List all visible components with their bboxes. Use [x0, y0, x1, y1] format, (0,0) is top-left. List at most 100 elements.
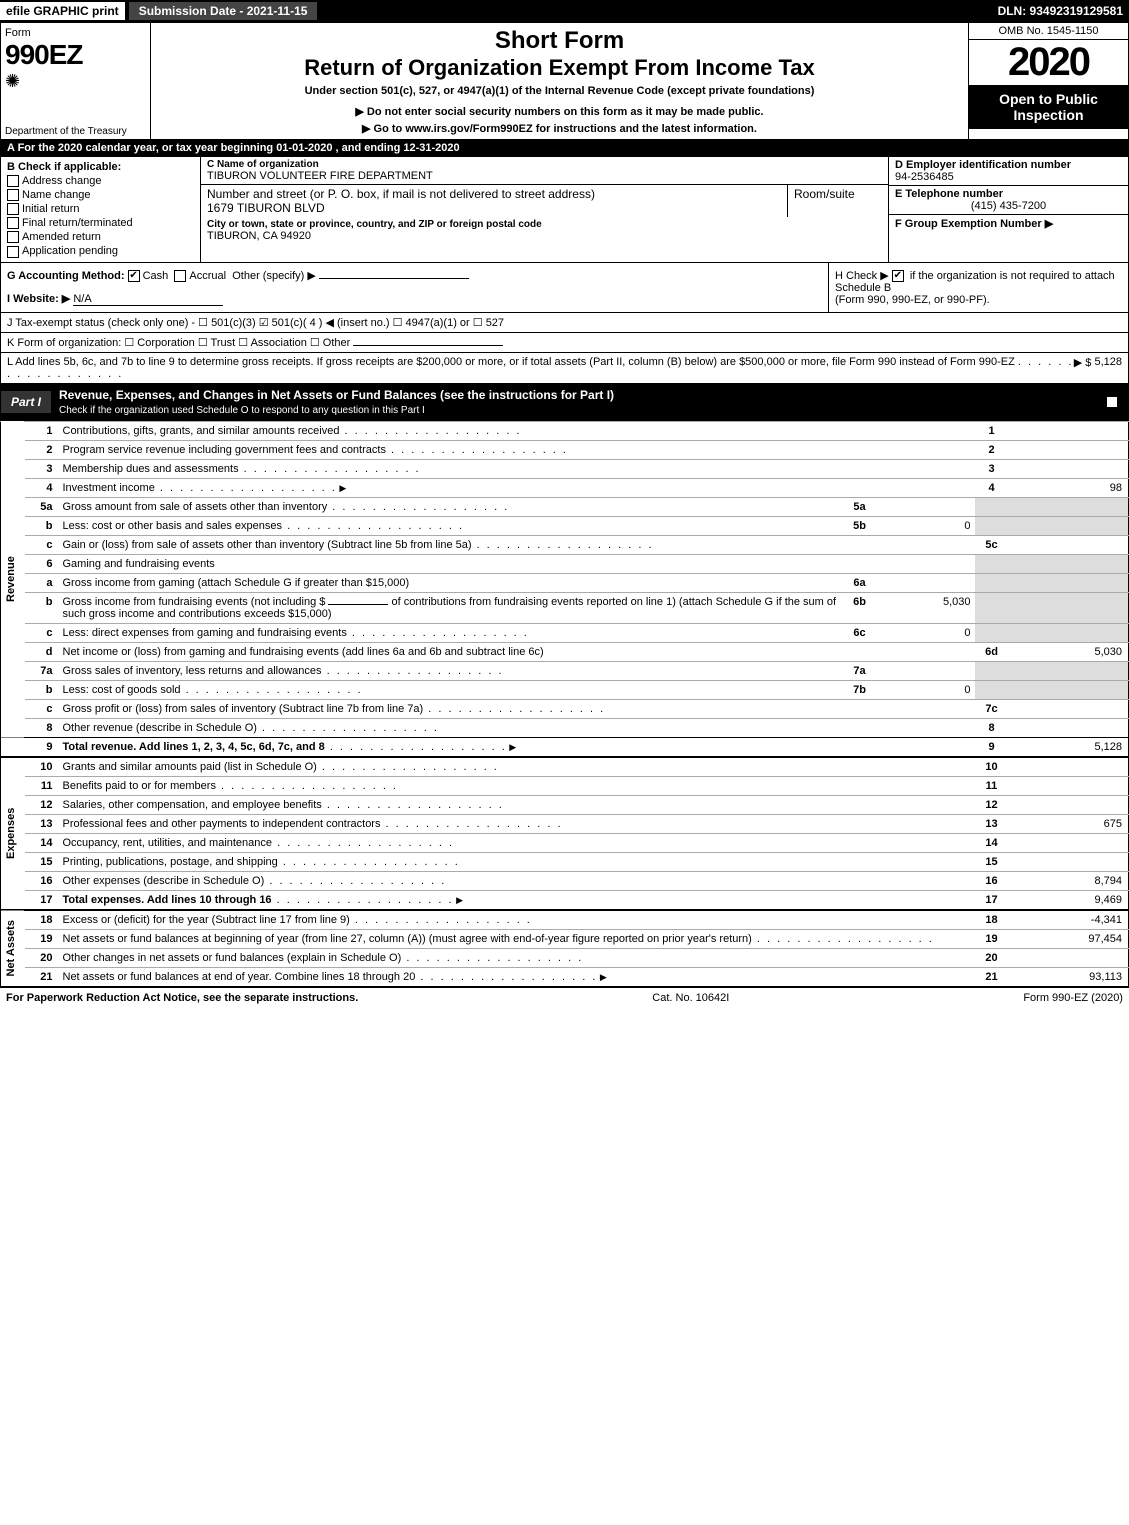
rt-val: 5,030: [1009, 642, 1129, 661]
line-desc: Other revenue (describe in Schedule O): [63, 722, 257, 734]
line-7b: b Less: cost of goods sold 7b 0: [1, 680, 1129, 699]
part1-tag: Part I: [1, 391, 51, 413]
line-19: 19 Net assets or fund balances at beginn…: [1, 929, 1129, 948]
line-20: 20 Other changes in net assets or fund b…: [1, 948, 1129, 967]
rt-val: [1009, 757, 1129, 777]
line-5a: 5a Gross amount from sale of assets othe…: [1, 497, 1129, 516]
i-label: I Website: ▶: [7, 293, 70, 305]
rt-num: 2: [975, 440, 1009, 459]
b-header: B Check if applicable:: [7, 161, 194, 173]
e-value: (415) 435-7200: [895, 200, 1122, 212]
part1-check-text: Check if the organization used Schedule …: [59, 405, 425, 416]
cb-application-pending[interactable]: Application pending: [7, 245, 194, 257]
form-number: 990EZ: [5, 39, 146, 71]
line-7c: c Gross profit or (loss) from sales of i…: [1, 699, 1129, 718]
line-desc: Investment income: [63, 482, 155, 494]
line-num: 9: [25, 737, 59, 757]
footer-left: For Paperwork Reduction Act Notice, see …: [6, 992, 358, 1004]
line-num: 13: [25, 814, 59, 833]
line-desc: Net income or (loss) from gaming and fun…: [63, 646, 544, 658]
line-6c: c Less: direct expenses from gaming and …: [1, 623, 1129, 642]
treasury-seal-icon: ✺: [5, 71, 146, 92]
cb-initial-return[interactable]: Initial return: [7, 203, 194, 215]
line-2: 2 Program service revenue including gove…: [1, 440, 1129, 459]
line-desc: Gain or (loss) from sale of assets other…: [63, 539, 472, 551]
line-num: 17: [25, 890, 59, 910]
cb-amended-return[interactable]: Amended return: [7, 231, 194, 243]
rt-val: [1009, 776, 1129, 795]
cb-address-change[interactable]: Address change: [7, 175, 194, 187]
line-9: 9 Total revenue. Add lines 1, 2, 3, 4, 5…: [1, 737, 1129, 757]
line-8: 8 Other revenue (describe in Schedule O)…: [1, 718, 1129, 737]
cb-cash[interactable]: ✔: [128, 270, 140, 282]
c-city-row: City or town, state or province, country…: [201, 217, 888, 244]
line-num: 16: [25, 871, 59, 890]
6b-input[interactable]: [328, 604, 388, 605]
cb-accrual[interactable]: [174, 270, 186, 282]
rt-num: 3: [975, 459, 1009, 478]
line-desc: Less: cost or other basis and sales expe…: [63, 520, 283, 532]
line-num: 15: [25, 852, 59, 871]
sub-val: 0: [875, 516, 975, 535]
rt-num: [975, 661, 1009, 680]
rt-val: [1009, 718, 1129, 737]
rt-val: [1009, 497, 1129, 516]
rt-num: 14: [975, 833, 1009, 852]
tax-year: 2020: [969, 40, 1128, 85]
cb-name-change[interactable]: Name change: [7, 189, 194, 201]
sub-val: 5,030: [875, 592, 975, 623]
cb-label: Name change: [22, 189, 91, 201]
line-desc: Total revenue. Add lines 1, 2, 3, 4, 5c,…: [63, 741, 325, 753]
rt-num: 6d: [975, 642, 1009, 661]
under-section: Under section 501(c), 527, or 4947(a)(1)…: [161, 85, 958, 97]
k-other-input[interactable]: [353, 345, 503, 346]
row-l: L Add lines 5b, 6c, and 7b to line 9 to …: [0, 353, 1129, 384]
rt-val: [1009, 852, 1129, 871]
row-g: G Accounting Method: ✔Cash Accrual Other…: [1, 263, 828, 312]
line-10: Expenses 10 Grants and similar amounts p…: [1, 757, 1129, 777]
section-bcdef: B Check if applicable: Address change Na…: [0, 157, 1129, 263]
line-7a: 7a Gross sales of inventory, less return…: [1, 661, 1129, 680]
part1-header: Part I Revenue, Expenses, and Changes in…: [0, 384, 1129, 421]
line-num: c: [25, 623, 59, 642]
line-num: 20: [25, 948, 59, 967]
rt-num: 20: [975, 948, 1009, 967]
street-value: 1679 TIBURON BLVD: [207, 201, 781, 215]
rt-val: [1009, 459, 1129, 478]
line-11: 11 Benefits paid to or for members 11: [1, 776, 1129, 795]
l-amount-label: ▶ $: [1074, 356, 1092, 380]
cb-label: Final return/terminated: [22, 217, 133, 229]
sub-val: 0: [875, 680, 975, 699]
line-3: 3 Membership dues and assessments 3: [1, 459, 1129, 478]
department: Department of the Treasury: [5, 126, 127, 137]
sub-val: [875, 497, 975, 516]
line-num: 18: [25, 910, 59, 930]
sub-val: 0: [875, 623, 975, 642]
line-desc: Gross income from gaming (attach Schedul…: [59, 573, 845, 592]
dln: DLN: 93492319129581: [998, 4, 1129, 18]
accrual-label: Accrual: [189, 270, 226, 282]
rt-val: 97,454: [1009, 929, 1129, 948]
header-left: Form 990EZ ✺ Department of the Treasury: [1, 23, 151, 139]
other-input[interactable]: [319, 278, 469, 279]
rt-num: 8: [975, 718, 1009, 737]
sub-lbl: 6c: [845, 623, 875, 642]
lines-table: Revenue 1 Contributions, gifts, grants, …: [0, 421, 1129, 987]
section-gh: G Accounting Method: ✔Cash Accrual Other…: [0, 263, 1129, 313]
line-desc: Net assets or fund balances at beginning…: [63, 933, 752, 945]
cb-final-return[interactable]: Final return/terminated: [7, 217, 194, 229]
line-desc: Printing, publications, postage, and shi…: [63, 856, 278, 868]
line-num: 5a: [25, 497, 59, 516]
sub-lbl: 5b: [845, 516, 875, 535]
cb-h[interactable]: ✔: [892, 270, 904, 282]
line-4: 4 Investment income 4 98: [1, 478, 1129, 497]
sub-lbl: 6a: [845, 573, 875, 592]
goto-link[interactable]: ▶ Go to www.irs.gov/Form990EZ for instru…: [161, 122, 958, 135]
line-num: 14: [25, 833, 59, 852]
part1-checkbox[interactable]: ✔: [1098, 395, 1128, 409]
line-num: 10: [25, 757, 59, 777]
rt-num: [975, 623, 1009, 642]
line-desc: Program service revenue including govern…: [63, 444, 386, 456]
rt-num: [975, 554, 1009, 573]
do-not-enter: ▶ Do not enter social security numbers o…: [161, 105, 958, 118]
